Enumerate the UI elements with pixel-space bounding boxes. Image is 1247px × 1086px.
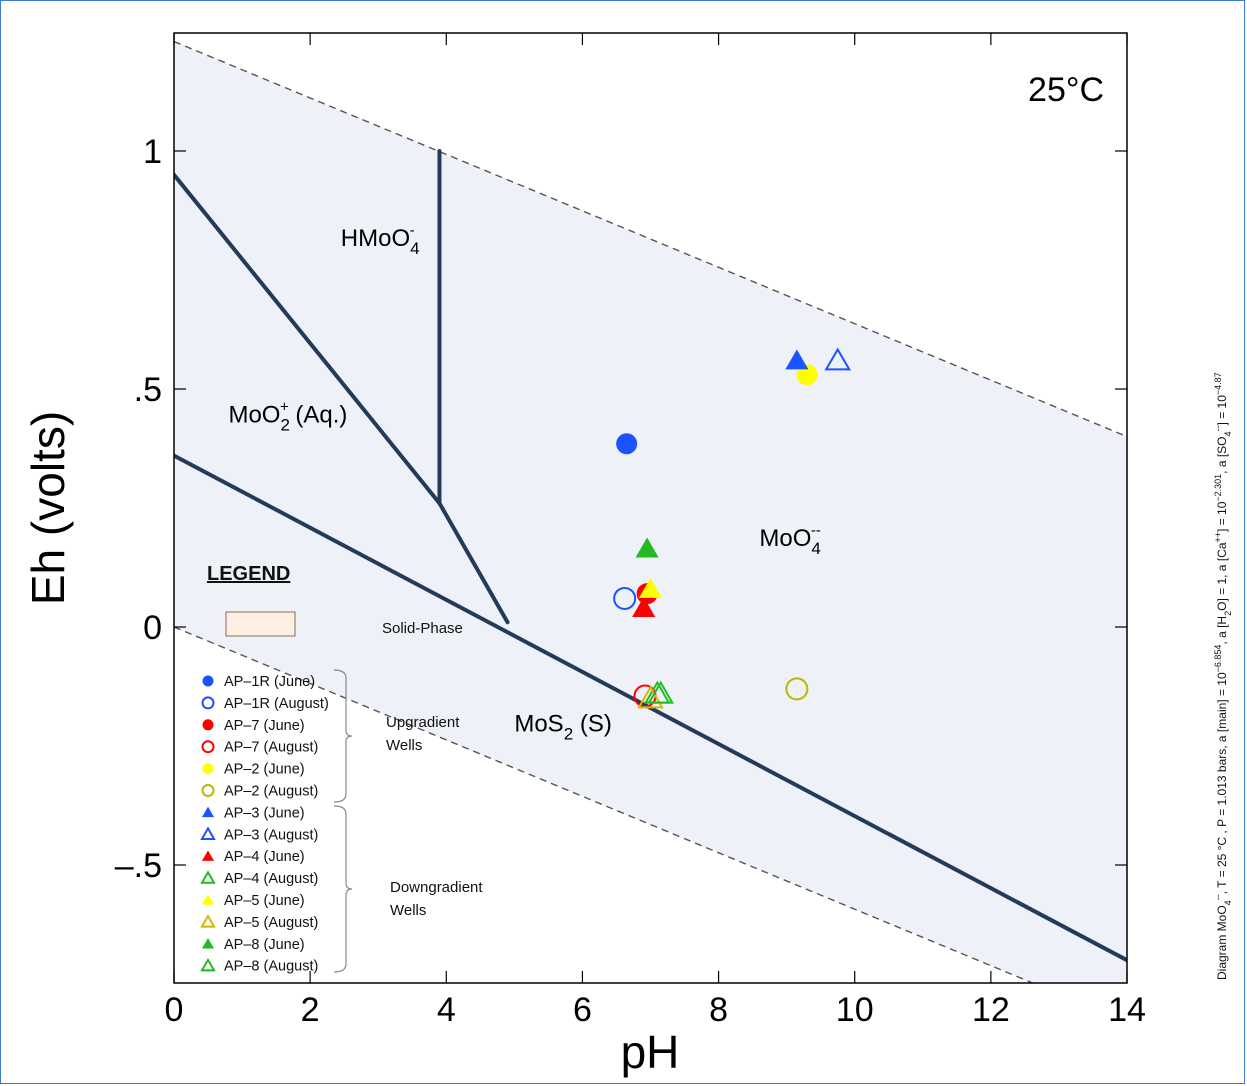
x-tick-label: 8 <box>709 991 728 1029</box>
upgradient-label-line2: Wells <box>386 737 422 754</box>
legend-item-label: AP–1R (August) <box>224 696 329 712</box>
legend-item-label: AP–2 (June) <box>224 762 305 778</box>
legend-marker <box>201 806 215 818</box>
legend-item-label: AP–8 (June) <box>224 937 305 953</box>
water-lower-limit-line <box>174 626 1035 983</box>
data-point <box>785 349 809 370</box>
plot-area-border <box>173 32 1128 984</box>
data-point <box>635 537 659 558</box>
legend-item-label: AP–2 (August) <box>224 784 318 800</box>
phase-boundary-line <box>437 501 510 625</box>
x-tick-label: 0 <box>165 991 184 1029</box>
region-label: MoO2+ (Aq.) <box>228 398 347 434</box>
conditions-note: Diagram MoO4--, T = 25 °C , P = 1.013 ba… <box>1213 372 1233 980</box>
region-label: MoO4-- <box>759 522 820 558</box>
legend-item-label: AP–4 (August) <box>224 871 318 887</box>
y-tick-label: –.5 <box>115 847 162 885</box>
solid-phase-swatch <box>225 611 296 637</box>
legend-item-label: AP–1R (June) <box>224 674 315 690</box>
legend-marker <box>201 894 215 905</box>
data-point <box>796 364 818 386</box>
legend-marker <box>200 870 216 884</box>
data-point <box>616 433 638 455</box>
legend-item-label: AP–8 (August) <box>224 959 318 975</box>
downgradient-label-line2: Wells <box>390 902 426 919</box>
legend-group-bracket <box>333 669 353 803</box>
legend-marker <box>201 740 215 754</box>
legend-marker <box>200 957 216 972</box>
legend-marker <box>201 696 215 710</box>
x-axis-title: pH <box>621 1026 680 1078</box>
legend-item-label: AP–5 (August) <box>224 915 318 931</box>
x-tick-label: 6 <box>573 991 592 1029</box>
data-point <box>613 586 637 610</box>
chart-title: 25°C <box>1028 71 1104 109</box>
legend-item-label: AP–3 (June) <box>224 805 305 821</box>
data-point <box>824 347 851 371</box>
y-tick-label: .5 <box>134 371 162 409</box>
y-axis-title: Eh (volts) <box>22 411 74 605</box>
legend-marker <box>201 850 215 861</box>
data-point <box>632 596 656 617</box>
data-point <box>647 680 674 704</box>
legend-marker <box>202 763 214 775</box>
legend-item-label: AP–7 (June) <box>224 718 305 734</box>
legend-marker <box>201 784 215 797</box>
data-point <box>638 577 663 598</box>
x-tick-label: 14 <box>1108 991 1146 1029</box>
stability-field-fill <box>174 41 1127 983</box>
water-upper-limit-line <box>174 40 1127 438</box>
legend-marker <box>202 675 214 687</box>
legend-group-bracket <box>333 805 353 973</box>
phase-boundary-line <box>174 172 442 506</box>
y-tick-label: 0 <box>143 609 162 647</box>
x-tick-label: 12 <box>972 991 1010 1029</box>
legend-title: LEGEND <box>207 563 290 585</box>
upgradient-label: Upgradient <box>386 714 460 731</box>
legend-marker <box>202 719 214 731</box>
legend-item-label: AP–5 (June) <box>224 893 305 909</box>
legend-marker <box>200 914 216 928</box>
legend-item-label: AP–7 (August) <box>224 740 318 756</box>
y-tick-label: 1 <box>143 133 162 171</box>
downgradient-label: Downgradient <box>390 879 483 896</box>
x-tick-label: 2 <box>301 991 320 1029</box>
data-point <box>785 677 809 701</box>
region-label: MoS2 (S) <box>514 711 612 744</box>
solid-phase-label: Solid-Phase <box>382 620 463 637</box>
legend-item-label: AP–3 (August) <box>224 827 318 843</box>
region-label: HMoO4- <box>341 222 420 258</box>
legend-item-label: AP–4 (June) <box>224 849 305 865</box>
legend-marker <box>200 826 216 841</box>
data-point <box>637 685 664 709</box>
x-tick-label: 10 <box>836 991 874 1029</box>
x-tick-label: 4 <box>437 991 456 1029</box>
legend-marker <box>201 938 215 949</box>
